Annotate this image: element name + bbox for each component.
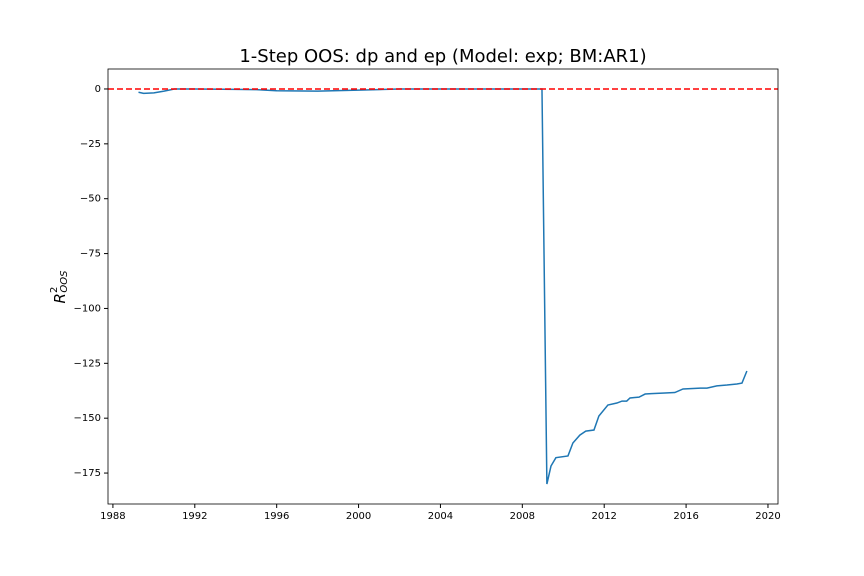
- chart-title: 1-Step OOS: dp and ep (Model: exp; BM:AR…: [239, 46, 646, 67]
- y-tick-label: 0: [95, 84, 101, 95]
- y-tick-label: −175: [74, 468, 101, 479]
- y-label-sup: 2: [49, 287, 60, 293]
- y-tick-label: −25: [80, 139, 101, 150]
- x-tick-label: 2004: [428, 511, 453, 522]
- y-label-base: R: [51, 293, 69, 303]
- x-tick-label: 1996: [264, 511, 289, 522]
- y-tick-label: −150: [74, 413, 101, 424]
- plot-frame: [107, 68, 779, 505]
- y-tick-label: −50: [80, 194, 101, 205]
- y-axis-label: R2OOS: [49, 270, 70, 304]
- x-tick-label: 2016: [673, 511, 698, 522]
- x-tick-label: 1988: [100, 511, 125, 522]
- x-tick-label: 2020: [755, 511, 780, 522]
- x-tick-label: 2000: [346, 511, 371, 522]
- y-tick-label: −125: [74, 358, 101, 369]
- x-tick-label: 2012: [591, 511, 616, 522]
- x-tick-label: 1992: [182, 511, 207, 522]
- x-tick-label: 2008: [510, 511, 535, 522]
- y-tick-label: −75: [80, 249, 101, 260]
- y-tick-label: −100: [74, 303, 101, 314]
- y-label-sub: OOS: [59, 270, 70, 293]
